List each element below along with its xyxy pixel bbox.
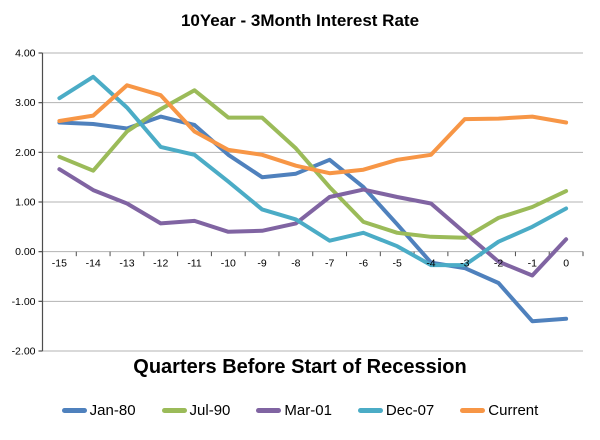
x-tick-label: -7 (325, 258, 334, 270)
legend-item-current: Current (460, 402, 538, 419)
legend-label: Jul-90 (189, 402, 231, 419)
series-line-dec-07 (57, 74, 569, 268)
x-tick-label: -12 (153, 258, 168, 270)
x-tick-label: -3 (460, 258, 469, 270)
y-tick-label: 2.00 (15, 147, 36, 159)
legend-swatch-current (460, 408, 486, 413)
x-tick-label: -15 (52, 258, 67, 270)
legend-swatch-mar-01 (256, 408, 282, 413)
x-tick-label: -10 (221, 258, 236, 270)
series-line-current (57, 83, 569, 176)
plot-area: 4.00 3.00 2.00 1.00 0.00 -1.00 -2.00 -15 -14 -13 -… (12, 48, 584, 358)
legend-label: Mar-01 (284, 402, 332, 419)
x-axis-title: Quarters Before Start of Recession (133, 356, 467, 378)
x-tick-label: -14 (86, 258, 101, 270)
x-tick-label: -9 (257, 258, 266, 270)
x-tick-label: -13 (119, 258, 134, 270)
legend-item-dec-07: Dec-07 (357, 402, 435, 419)
x-tick-label: -1 (528, 258, 537, 270)
x-tick-label: -2 (494, 258, 503, 270)
x-tick-label: -11 (187, 258, 202, 270)
legend: Jan-80 Jul-90 Mar-01 Dec-07 Current (0, 402, 600, 419)
legend-label: Jan-80 (89, 402, 136, 419)
series-line-mar-01 (57, 167, 569, 278)
chart-title: 10Year - 3Month Interest Rate (180, 11, 420, 30)
series-line-jan-80 (57, 114, 569, 324)
legend-item-jan-80: Jan-80 (61, 402, 136, 419)
x-tick-label: -6 (359, 258, 368, 270)
y-tick-label: 0.00 (15, 246, 36, 258)
legend-swatch-jan-80 (61, 408, 87, 413)
legend-swatch-jul-90 (161, 408, 187, 413)
y-tick-label: -2.00 (12, 346, 36, 358)
legend-label: Current (488, 402, 539, 419)
y-tick-label: 4.00 (15, 48, 36, 60)
y-tick-label: 3.00 (15, 97, 36, 109)
legend-label: Dec-07 (385, 402, 435, 419)
y-tick-label: 1.00 (15, 197, 36, 209)
x-tick-label: 0 (563, 258, 569, 270)
x-tick-label: -8 (291, 258, 300, 270)
series-line-jul-90 (57, 88, 569, 240)
legend-item-jul-90: Jul-90 (161, 402, 231, 419)
y-tick-label: -1.00 (12, 296, 36, 308)
legend-item-mar-01: Mar-01 (256, 402, 332, 419)
legend-swatch-dec-07 (357, 408, 383, 413)
x-tick-label: -4 (426, 258, 435, 270)
x-tick-label: -5 (393, 258, 402, 270)
